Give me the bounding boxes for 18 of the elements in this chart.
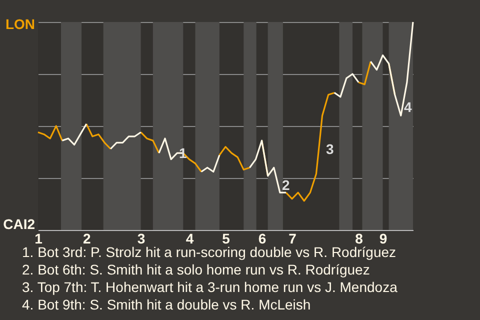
x-tick-label: 3 bbox=[137, 230, 146, 246]
text: LON bbox=[5, 16, 35, 32]
text: 1. Bot 3rd: P. Strolz hit a run-scoring double vs R. Rodríguez bbox=[22, 244, 396, 260]
x-tick-label: 7 bbox=[288, 230, 297, 246]
text: 4. Bot 9th: S. Smith hit a double vs R. McLeish bbox=[22, 296, 311, 312]
x-tick-label: 8 bbox=[355, 230, 364, 246]
x-tick-label: 2 bbox=[82, 230, 91, 246]
x-tick-label: 6 bbox=[258, 230, 266, 246]
x-tick-label: 1 bbox=[34, 230, 43, 246]
annotation: 3 bbox=[326, 141, 334, 157]
text: CAI2 bbox=[3, 216, 36, 232]
text: 3. Top 7th: T. Hohenwart hit a 3-run home run vs J. Mendoza bbox=[22, 279, 398, 295]
x-tick-label: 4 bbox=[186, 230, 194, 246]
annotation: 4 bbox=[404, 99, 412, 115]
x-tick-label: 9 bbox=[379, 230, 388, 246]
text: 2. Bot 6th: S. Smith hit a solo home run vs R. Rodríguez bbox=[22, 262, 370, 278]
x-tick-label: 5 bbox=[222, 230, 230, 246]
annotation: 2 bbox=[282, 177, 290, 193]
